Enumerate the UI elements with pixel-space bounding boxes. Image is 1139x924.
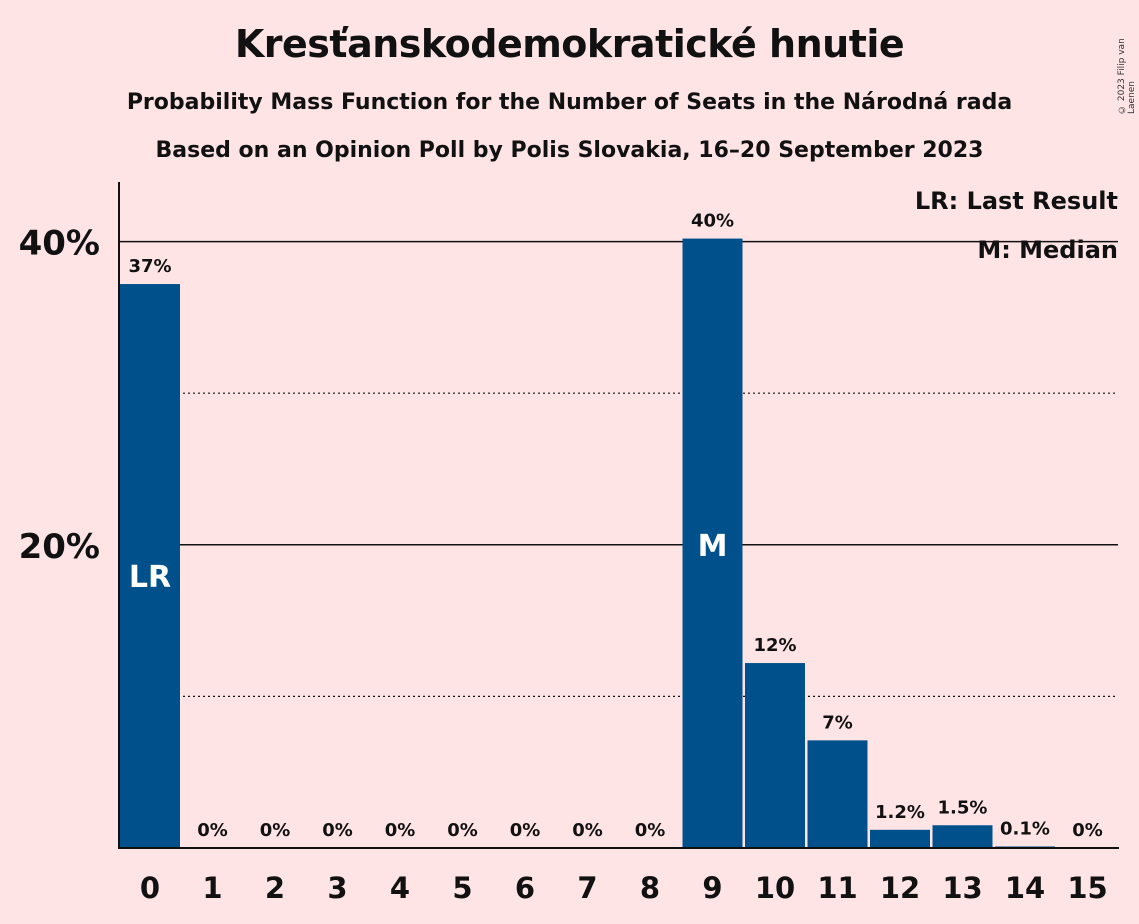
legend-last-result: LR: Last Result	[915, 187, 1118, 215]
value-label: 0%	[635, 820, 666, 841]
chart-subtitle: Probability Mass Function for the Number…	[126, 90, 1013, 115]
x-tick-label: 4	[390, 871, 410, 905]
value-label: 0%	[447, 820, 478, 841]
y-tick-label: 20%	[19, 527, 100, 567]
last-result-marker: LR	[129, 560, 171, 595]
x-tick-label: 15	[1067, 871, 1107, 905]
value-label: 0.1%	[1000, 818, 1050, 839]
x-tick-label: 11	[817, 871, 857, 905]
x-tick-label: 14	[1005, 871, 1045, 905]
median-marker-bg	[682, 524, 743, 565]
x-tick-label: 0	[140, 871, 160, 905]
x-tick-label: 13	[942, 871, 982, 905]
x-tick-label: 10	[755, 871, 795, 905]
value-label: 40%	[691, 211, 734, 232]
bar	[870, 829, 930, 848]
bar	[120, 284, 180, 849]
chart-title: Kresťanskodemokratické hnutie	[234, 22, 905, 66]
bar	[745, 663, 805, 848]
value-label: 37%	[128, 256, 171, 277]
x-tick-label: 1	[202, 871, 222, 905]
x-tick-label: 9	[702, 871, 722, 905]
value-label: 1.2%	[875, 802, 925, 823]
value-label: 0%	[197, 820, 228, 841]
value-label: 0%	[385, 820, 416, 841]
chart-subtitle-source: Based on an Opinion Poll by Polis Slovak…	[155, 138, 984, 163]
value-label: 0%	[260, 820, 291, 841]
legend-median: M: Median	[977, 236, 1118, 264]
value-label: 0%	[322, 820, 353, 841]
value-label: 7%	[822, 712, 853, 733]
value-label: 0%	[1072, 820, 1103, 841]
y-tick-label: 40%	[19, 224, 100, 264]
value-label: 1.5%	[938, 797, 988, 818]
value-label: 12%	[753, 635, 796, 656]
x-tick-label: 2	[265, 871, 285, 905]
x-tick-label: 8	[640, 871, 660, 905]
x-tick-label: 5	[452, 871, 472, 905]
x-tick-label: 6	[515, 871, 535, 905]
median-marker: M	[698, 529, 728, 564]
bar	[932, 825, 993, 848]
bar	[807, 740, 868, 848]
x-tick-label: 12	[880, 871, 920, 905]
x-tick-label: 7	[577, 871, 597, 905]
value-label: 0%	[572, 820, 603, 841]
x-tick-label: 3	[327, 871, 347, 905]
value-label: 0%	[510, 820, 541, 841]
